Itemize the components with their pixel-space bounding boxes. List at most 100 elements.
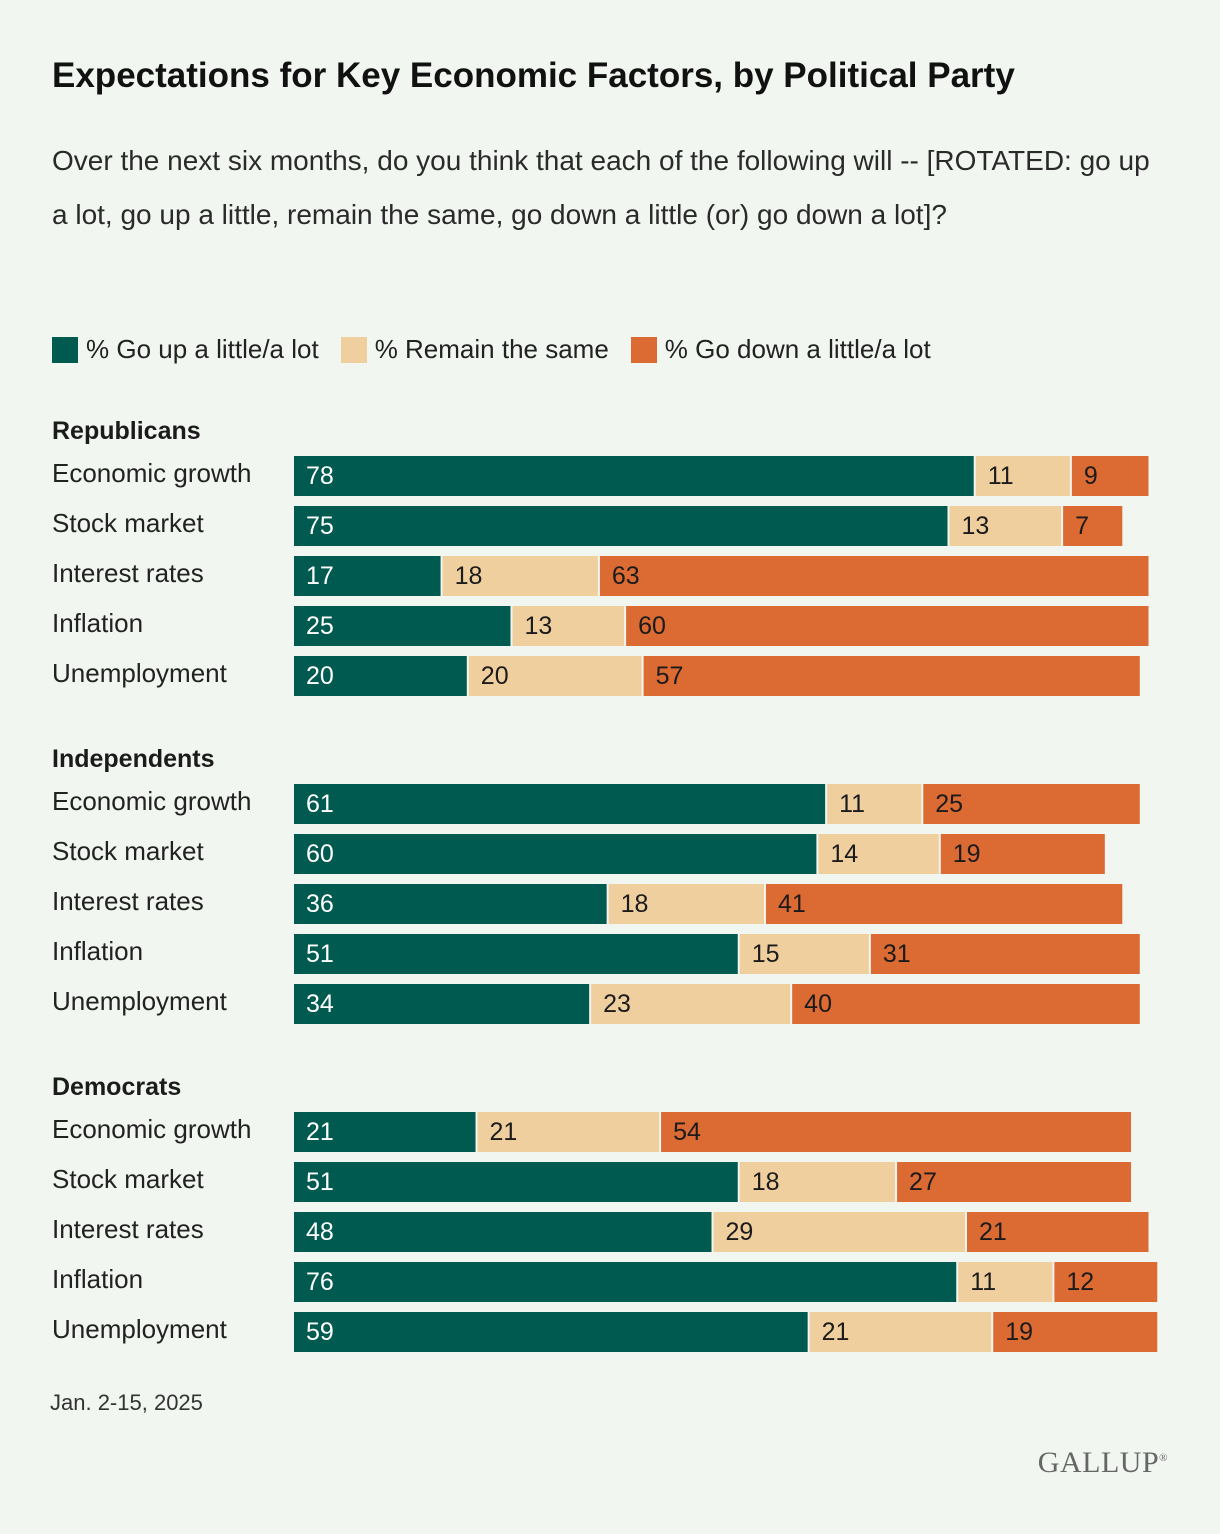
bar-segment [294,556,441,596]
bar-value-label: 11 [988,462,1014,490]
bar-value-label: 31 [883,940,911,968]
bar-segment [294,1312,808,1352]
bar-value-label: 57 [656,662,684,690]
bar-segment [923,784,1140,824]
row-label: Stock market [52,508,204,538]
bar-value-label: 21 [822,1318,850,1346]
bar-segment [626,606,1149,646]
group-title: Democrats [52,1073,181,1101]
legend-item-down: % Go down a little/a lot [630,334,931,365]
group-title: Republicans [52,417,201,445]
bar-segment [512,606,625,646]
row-label: Inflation [52,608,143,638]
bar-segment [294,656,467,696]
bar-segment [966,1212,1149,1252]
legend-swatch-same [340,336,367,363]
bar-value-label: 76 [306,1268,334,1296]
bar-segment [827,784,922,824]
bar-segment [1054,1262,1158,1302]
legend-label-same: % Remain the same [374,334,609,364]
row-label: Interest rates [52,558,204,588]
row-label: Unemployment [52,1314,228,1344]
bar-value-label: 21 [306,1118,334,1146]
row-label: Unemployment [52,986,228,1016]
group-title: Independents [52,745,215,773]
bar-value-label: 40 [804,990,832,1018]
bar-segment [792,984,1140,1024]
bar-value-label: 20 [306,662,334,690]
bar-segment [940,834,1105,874]
bar-value-label: 25 [935,790,963,818]
bar-segment [1071,456,1149,496]
bar-value-label: 27 [909,1168,937,1196]
bar-segment [599,556,1149,596]
bar-value-label: 19 [1005,1318,1033,1346]
bar-segment [993,1312,1158,1352]
bar-segment [294,1162,738,1202]
bar-value-label: 60 [306,840,334,868]
bar-value-label: 54 [673,1118,701,1146]
bar-segment [643,656,1140,696]
bar-value-label: 11 [970,1268,996,1296]
logo-text: GALLUP [1037,1446,1160,1479]
bar-segment [809,1312,992,1352]
row-label: Economic growth [52,1114,251,1144]
gallup-logo: GALLUP® [1037,1446,1168,1479]
bar-value-label: 12 [1066,1268,1094,1296]
bar-segment [442,556,598,596]
row-label: Inflation [52,936,143,966]
bar-value-label: 13 [962,512,990,540]
bar-segment [608,884,764,924]
row-label: Unemployment [52,658,228,688]
bar-value-label: 23 [603,990,631,1018]
bar-segment [739,934,869,974]
bar-segment [958,1262,1053,1302]
bar-value-label: 9 [1084,462,1098,490]
row-label: Interest rates [52,886,204,916]
chart-title: Expectations for Key Economic Factors, b… [52,56,1015,95]
bar-segment [294,934,738,974]
bar-segment [897,1162,1132,1202]
row-label: Inflation [52,1264,143,1294]
row-label: Stock market [52,836,204,866]
legend-swatch-up [52,336,78,363]
legend-item-up: % Go up a little/a lot [52,334,319,365]
bar-segment [294,784,826,824]
bar-value-label: 21 [979,1218,1007,1246]
bar-value-label: 7 [1075,512,1089,540]
bar-segment [661,1112,1132,1152]
bar-value-label: 18 [455,562,483,590]
bar-segment [870,934,1140,974]
bar-segment [294,506,948,546]
bar-value-label: 36 [306,890,334,918]
bar-value-label: 29 [726,1218,754,1246]
bar-segment [1063,506,1123,546]
bar-segment [294,456,974,496]
bar-value-label: 20 [481,662,509,690]
legend-label-down: % Go down a little/a lot [664,334,931,364]
bar-value-label: 63 [612,562,640,590]
survey-date: Jan. 2-15, 2025 [50,1390,203,1415]
row-label: Interest rates [52,1214,204,1244]
bar-segment [294,606,511,646]
stacked-bar-chart: Republicans Economic growth 78 11 9 Stock mar… [52,417,1158,1352]
bar-segment [294,834,817,874]
bar-segment [818,834,939,874]
bar-segment [294,1212,712,1252]
row-label: Economic growth [52,786,251,816]
bar-value-label: 14 [830,840,858,868]
legend-swatch-down [630,336,657,363]
legend: % Go up a little/a lot % Remain the same… [52,334,953,365]
bar-segment [739,1162,896,1202]
bar-segment [294,984,590,1024]
bar-segment [975,456,1070,496]
chart-subtitle: Over the next six months, do you think t… [52,145,1150,230]
bar-value-label: 18 [621,890,649,918]
bar-value-label: 48 [306,1218,334,1246]
bar-value-label: 19 [953,840,981,868]
legend-label-up: % Go up a little/a lot [86,334,319,364]
row-label: Economic growth [52,458,251,488]
bar-value-label: 75 [306,512,334,540]
row-label: Stock market [52,1164,204,1194]
bar-value-label: 78 [306,462,334,490]
